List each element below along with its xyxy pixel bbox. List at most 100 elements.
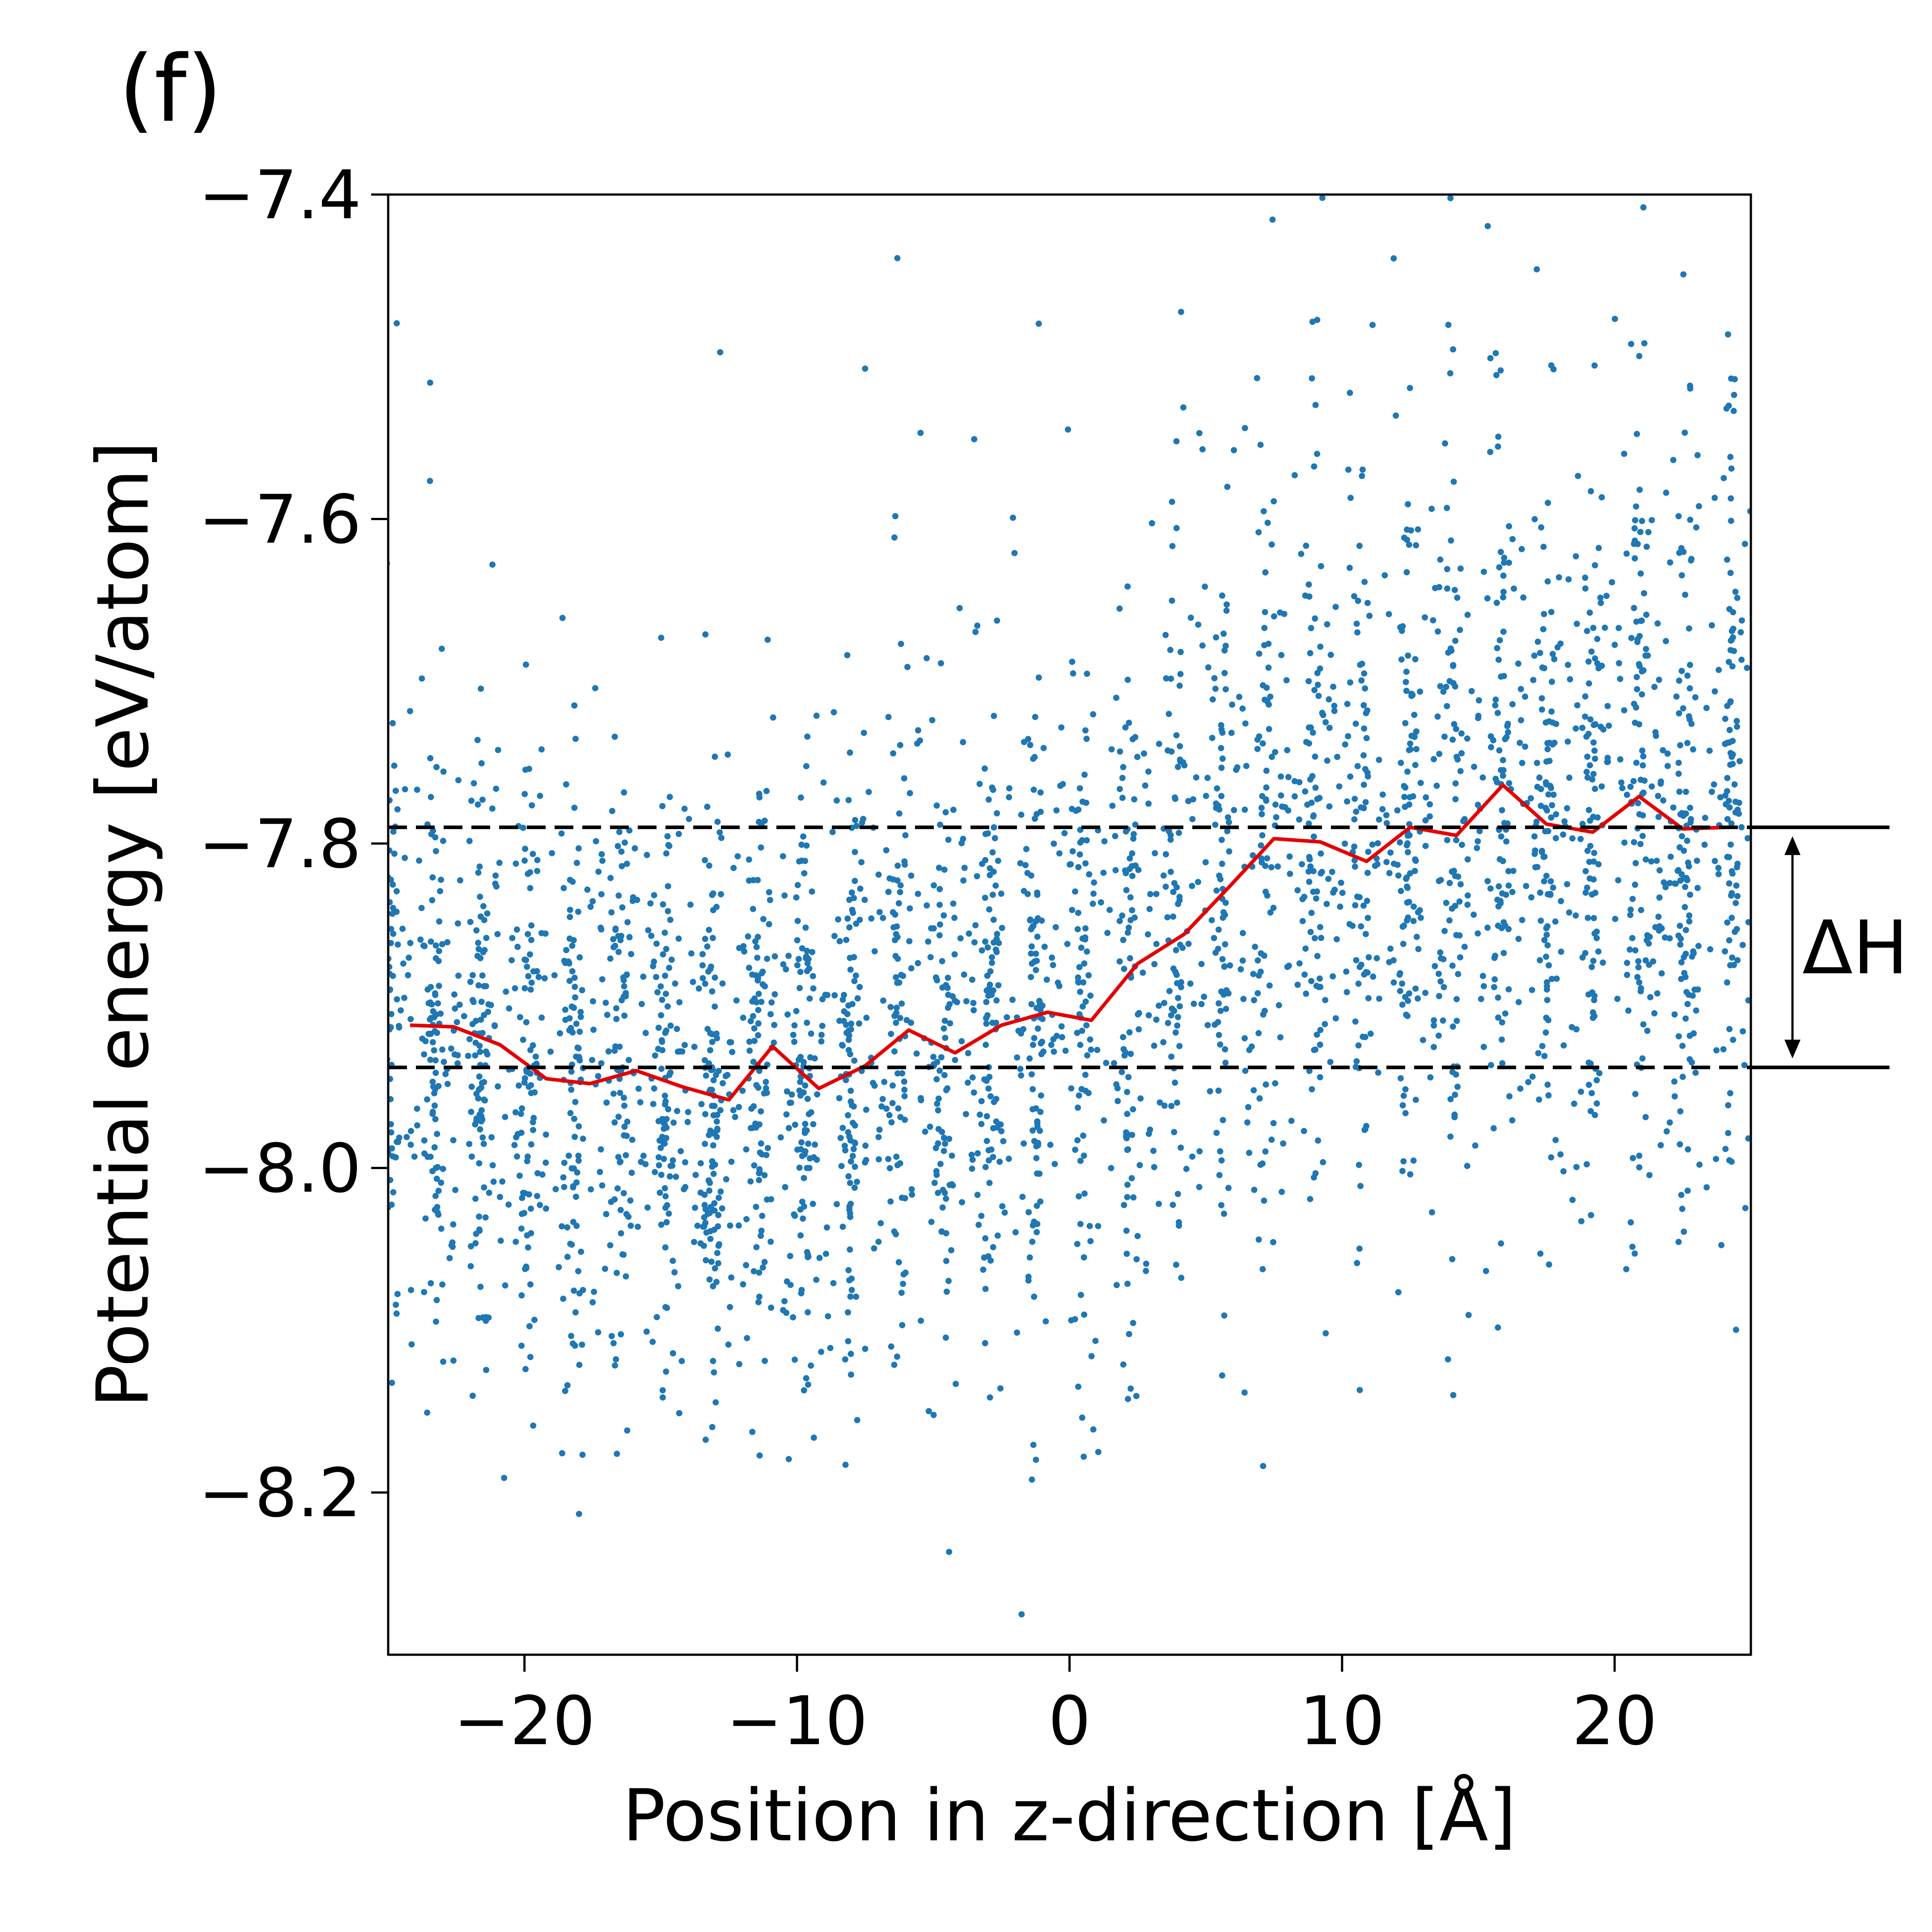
scatter-point [1361, 971, 1368, 978]
scatter-point [635, 1085, 642, 1092]
scatter-point [665, 883, 671, 890]
scatter-point [1593, 1077, 1600, 1084]
scatter-point [1175, 1014, 1181, 1021]
scatter-point [394, 320, 400, 326]
scatter-point [1198, 961, 1205, 967]
scatter-point [1724, 979, 1730, 986]
scatter-point [580, 1287, 586, 1293]
scatter-point [1560, 1168, 1567, 1175]
scatter-point [1120, 936, 1127, 943]
scatter-point [998, 1128, 1005, 1135]
scatter-point [1479, 973, 1486, 979]
scatter-point [1223, 607, 1230, 614]
scatter-point [1394, 861, 1401, 868]
scatter-point [675, 935, 682, 942]
scatter-point [1678, 959, 1685, 966]
scatter-point [941, 1072, 948, 1078]
scatter-point [435, 1000, 441, 1007]
scatter-point [1213, 634, 1220, 641]
scatter-point [904, 664, 911, 670]
scatter-point [1726, 606, 1733, 612]
scatter-point [1076, 964, 1083, 970]
scatter-point [930, 1054, 936, 1060]
scatter-point [1585, 1081, 1592, 1088]
scatter-point [756, 1452, 763, 1459]
scatter-point [1351, 816, 1358, 823]
scatter-point [809, 888, 815, 895]
scatter-point [617, 1089, 623, 1096]
scatter-point [1370, 973, 1377, 980]
scatter-point [1167, 836, 1174, 843]
scatter-point [715, 1212, 722, 1218]
scatter-point [1156, 741, 1162, 747]
scatter-point [990, 1244, 996, 1250]
scatter-point [1356, 1387, 1363, 1394]
scatter-point [621, 1102, 627, 1109]
scatter-point [1034, 811, 1040, 818]
scatter-point [1457, 881, 1464, 888]
scatter-point [780, 1307, 787, 1313]
scatter-point [1410, 918, 1417, 924]
scatter-point [969, 1165, 975, 1172]
scatter-point [1059, 781, 1066, 788]
scatter-point [1506, 559, 1512, 566]
scatter-point [1410, 793, 1416, 800]
scatter-point [1306, 878, 1313, 885]
scatter-point [1220, 1117, 1226, 1123]
scatter-point [1682, 927, 1689, 933]
scatter-point [388, 1096, 394, 1102]
scatter-point [1590, 771, 1597, 777]
scatter-point [640, 973, 647, 980]
scatter-point [1656, 677, 1662, 683]
scatter-point [1369, 322, 1376, 328]
scatter-point [978, 1098, 985, 1105]
scatter-point [566, 960, 572, 967]
scatter-point [388, 1076, 394, 1082]
scatter-point [691, 1239, 697, 1246]
scatter-point [1162, 883, 1169, 890]
scatter-point [1165, 747, 1171, 754]
scatter-point [1033, 950, 1039, 957]
scatter-point [1412, 762, 1419, 768]
scatter-point [732, 1114, 738, 1120]
scatter-point [1145, 768, 1152, 775]
scatter-point [1645, 529, 1652, 535]
scatter-point [1542, 805, 1549, 811]
scatter-point [1586, 807, 1592, 813]
scatter-point [895, 1259, 902, 1266]
scatter-point [1168, 1053, 1175, 1060]
scatter-point [941, 1017, 948, 1024]
scatter-point [1310, 833, 1317, 840]
scatter-point [528, 979, 535, 986]
scatter-point [1316, 983, 1322, 990]
scatter-point [1686, 863, 1692, 870]
scatter-point [1352, 796, 1358, 802]
scatter-point [764, 1145, 771, 1152]
scatter-point [666, 1173, 673, 1180]
scatter-point [613, 1016, 620, 1022]
scatter-point [1496, 637, 1503, 644]
scatter-point [1316, 795, 1323, 801]
scatter-point [791, 1022, 798, 1029]
scatter-point [642, 1030, 649, 1036]
scatter-point [470, 780, 477, 787]
scatter-point [982, 1286, 989, 1292]
scatter-point [1153, 1017, 1160, 1023]
scatter-point [796, 1165, 803, 1171]
scatter-point [1218, 745, 1224, 751]
scatter-point [1225, 1185, 1232, 1191]
scatter-point [1686, 918, 1693, 925]
scatter-point [623, 1273, 629, 1280]
scatter-point [1311, 935, 1318, 941]
scatter-point [754, 877, 761, 883]
scatter-point [1399, 980, 1406, 987]
scatter-point [1317, 1074, 1323, 1080]
scatter-point [1087, 1238, 1094, 1245]
scatter-point [671, 1269, 678, 1275]
scatter-point [672, 980, 678, 987]
scatter-point [1540, 543, 1547, 550]
scatter-point [1663, 1128, 1670, 1135]
scatter-point [997, 1121, 1004, 1128]
scatter-point [1550, 884, 1556, 891]
scatter-point [1301, 971, 1308, 978]
